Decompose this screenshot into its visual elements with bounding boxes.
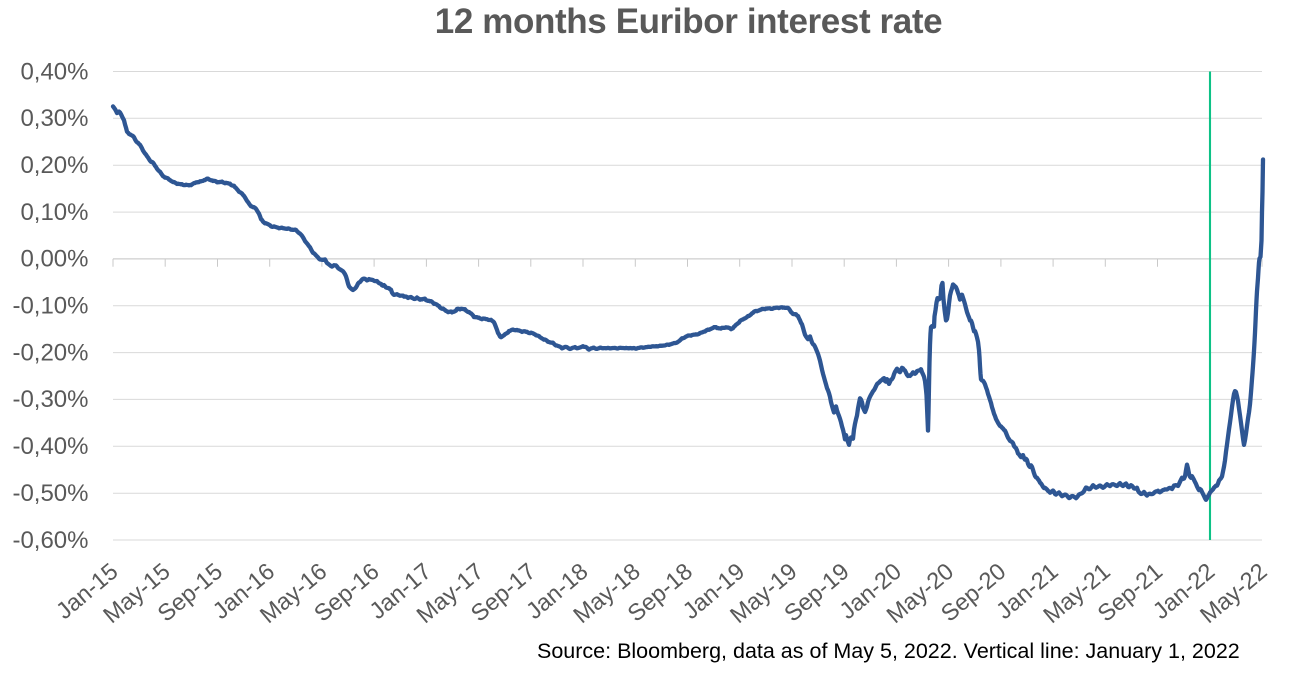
- svg-text:Source: Bloomberg, data as of: Source: Bloomberg, data as of May 5, 202…: [537, 639, 1240, 663]
- svg-text:0,00%: 0,00%: [20, 246, 88, 273]
- svg-text:-0,40%: -0,40%: [12, 433, 88, 460]
- svg-text:0,40%: 0,40%: [20, 58, 88, 85]
- svg-text:-0,20%: -0,20%: [12, 339, 88, 366]
- svg-text:12 months Euribor interest rat: 12 months Euribor interest rate: [435, 2, 943, 41]
- svg-text:-0,10%: -0,10%: [12, 293, 88, 320]
- svg-text:0,30%: 0,30%: [20, 105, 88, 132]
- svg-text:-0,50%: -0,50%: [12, 480, 88, 507]
- svg-text:0,10%: 0,10%: [20, 199, 88, 226]
- svg-text:-0,30%: -0,30%: [12, 386, 88, 413]
- svg-text:0,20%: 0,20%: [20, 152, 88, 179]
- svg-text:-0,60%: -0,60%: [12, 527, 88, 554]
